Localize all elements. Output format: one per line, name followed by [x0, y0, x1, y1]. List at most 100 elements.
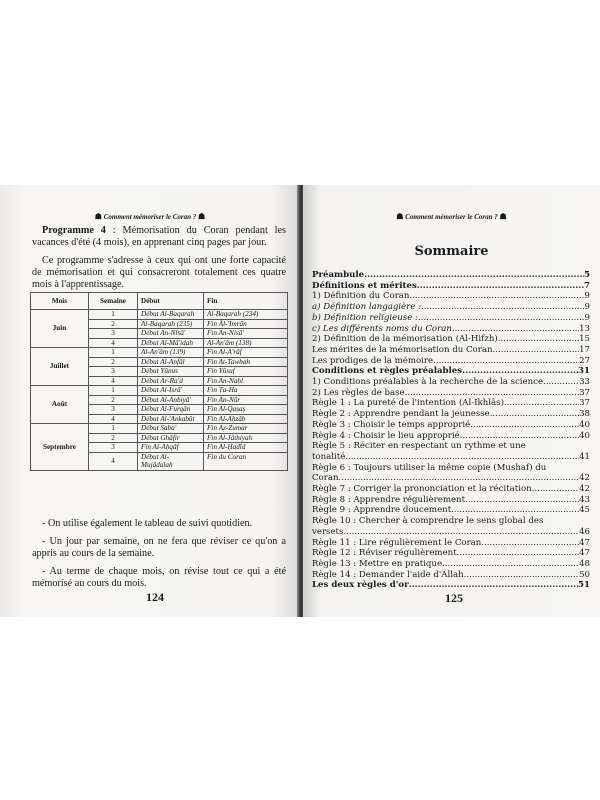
toc-page-number: 45 — [579, 505, 590, 516]
toc-entry[interactable]: Règle 8 : Apprendre régulièrement 43 — [312, 495, 590, 506]
start-cell: Début Al-Mâ'idah — [137, 337, 204, 348]
week-cell: 3 — [88, 328, 138, 339]
toc-entry[interactable]: Règle 10 : Chercher à comprendre le sens… — [312, 516, 590, 527]
week-cell: 1 — [88, 309, 138, 320]
running-header: ☗ Comment mémoriser le Coran ? ☗ — [303, 212, 600, 221]
dot-leader — [464, 570, 579, 581]
toc-entry[interactable]: Définitions et mérites 7 — [312, 281, 590, 292]
program-text: : Mémorisation du Coran pendant les vaca… — [32, 225, 287, 248]
toc-entry[interactable]: Règle 2 : Apprendre pendant la jeunesse … — [312, 409, 590, 420]
toc-entry[interactable]: Conditions et règles préalables 31 — [312, 366, 590, 377]
toc-entry[interactable]: a) Définition langagière : 9 — [312, 302, 590, 313]
toc-page-number: 51 — [578, 580, 590, 591]
toc-entry-title: Règle 12 : Réviser régulièrement — [312, 548, 457, 559]
ornament-icon: ☗ — [198, 212, 206, 221]
toc-entry-title: Règle 7 : Corriger la prononciation et l… — [312, 484, 532, 495]
end-cell: Fin Al-Qaṣaṣ — [203, 404, 288, 415]
toc-entry-title: Règle 8 : Apprendre régulièrement — [312, 494, 466, 505]
toc-page-number: 42 — [579, 473, 590, 484]
toc-page-number: 42 — [579, 484, 590, 495]
toc-page-number: 48 — [579, 558, 590, 569]
toc-entry-title: Règle 2 : Apprendre pendant la jeunesse — [312, 409, 490, 420]
week-cell: 3 — [88, 404, 138, 415]
book-spread: ☗ Comment mémoriser le Coran ? ☗ Program… — [0, 185, 600, 617]
dot-leader — [470, 420, 579, 431]
week-cell: 4 — [88, 451, 138, 471]
toc-entry-title: 2) Les règles de base — [312, 387, 405, 398]
toc-entry[interactable]: Les mérites de la mémorisation du Coran … — [312, 345, 590, 356]
start-cell: Début Al-Mujâdalah — [137, 451, 204, 471]
toc-entry[interactable]: Règle 1 : La pureté de l'intention (Al-I… — [312, 398, 590, 409]
start-cell: Début Al-Isrâ' — [137, 385, 204, 396]
start-cell: Début An-Nisâ' — [137, 328, 204, 339]
toc-entry[interactable]: Préambule 5 — [312, 270, 590, 281]
toc-entry[interactable]: Règle 14 : Demander l'aide d'Allah 50 — [312, 570, 590, 581]
toc-entry[interactable]: b) Définition religieuse : 9 — [312, 313, 590, 324]
toc-entry[interactable]: 1) Définition du Coran 9 — [312, 291, 590, 302]
table-of-contents: Préambule5Définitions et mérites71) Défi… — [312, 270, 590, 591]
dot-leader — [409, 291, 584, 302]
toc-entry[interactable]: Règle 3 : Choisir le temps approprié 40 — [312, 420, 590, 431]
toc-entry[interactable]: Coran 42 — [312, 473, 590, 484]
dot-leader — [345, 452, 579, 463]
toc-entry-title: 1) Définition du Coran — [312, 291, 410, 302]
week-cell: 4 — [88, 337, 138, 348]
toc-entry[interactable]: Règle 7 : Corriger la prononciation et l… — [312, 484, 590, 495]
toc-entry[interactable]: Règle 13 : Mettre en pratique 48 — [312, 559, 590, 570]
week-cell: 2 — [88, 356, 138, 367]
toc-entry-title: Préambule — [312, 270, 365, 280]
month-cell: Juin — [30, 309, 89, 348]
week-cell: 2 — [88, 394, 138, 405]
page-number: 124 — [146, 590, 164, 604]
start-cell: Début Ar-Ra'd — [137, 375, 204, 386]
start-cell: Al-Baqarah (235) — [137, 318, 204, 329]
toc-entry[interactable]: Règle 12 : Réviser régulièrement 47 — [312, 548, 590, 559]
toc-entry[interactable]: Les prodiges de la mémoire 27 — [312, 356, 590, 367]
toc-entry[interactable]: Règle 11 : Lire régulièrement le Coran 4… — [312, 538, 590, 549]
toc-entry-title: Règle 6 : Toujours utiliser la même copi… — [312, 462, 547, 473]
toc-page-number: 17 — [579, 344, 590, 355]
toc-entry[interactable]: Règle 9 : Apprendre doucement 45 — [312, 505, 590, 516]
dot-leader — [433, 356, 579, 367]
toc-entry[interactable]: versets 46 — [312, 527, 590, 538]
toc-page-number: 40 — [579, 430, 590, 441]
toc-entry-title: c) Les différents noms du Coran. — [312, 323, 455, 334]
toc-entry[interactable]: 1) Conditions préalables à la recherche … — [312, 377, 590, 388]
toc-page-number: 33 — [579, 377, 590, 388]
dot-leader — [455, 324, 579, 335]
toc-entry[interactable]: Règle 6 : Toujours utiliser la même copi… — [312, 463, 590, 474]
start-cell: Début Al-Baqarah — [137, 309, 204, 320]
toc-entry-title: Conditions et règles préalables — [312, 366, 463, 377]
end-cell: Fin At-Tawbah — [203, 356, 288, 367]
end-cell: Fin An-Naḥl — [203, 375, 288, 386]
dot-leader — [504, 398, 579, 409]
col-header: Semaine — [88, 292, 138, 310]
start-cell: Al-An'âm (139) — [137, 347, 204, 358]
end-cell: Fin Al-Aḥzâb — [203, 413, 288, 424]
toc-page-number: 37 — [579, 398, 590, 409]
dot-leader — [343, 527, 579, 538]
week-cell: 1 — [88, 423, 138, 434]
toc-entry-title: Règle 11 : Lire régulièrement le Coran — [312, 537, 482, 548]
toc-entry[interactable]: 2) Définition de la mémorisation (Al-Hif… — [312, 334, 590, 345]
toc-entry-title: Règle 5 : Réciter en respectant un rythm… — [312, 441, 526, 452]
end-cell: Fin Al-Ḥadîd — [203, 442, 288, 453]
week-cell: 1 — [88, 385, 138, 396]
program-label: Programme 4 — [42, 225, 106, 236]
toc-page-number: 9 — [584, 312, 590, 323]
toc-page-number: 7 — [584, 280, 590, 291]
toc-entry[interactable]: 2) Les règles de base 37 — [312, 388, 590, 399]
toc-entry[interactable]: Règle 4 : Choisir le lieu approprié 40 — [312, 431, 590, 442]
dot-leader — [339, 473, 580, 484]
toc-entry[interactable]: tonalité 41 — [312, 452, 590, 463]
toc-entry[interactable]: c) Les différents noms du Coran. 13 — [312, 324, 590, 335]
end-cell: Fin Az-Zumar — [203, 423, 288, 434]
dot-leader — [405, 388, 579, 399]
end-cell: Al-Baqarah (234) — [203, 309, 288, 320]
end-cell: Fin Yûsuf — [203, 366, 288, 377]
week-cell: 1 — [88, 347, 138, 358]
toc-page-number: 13 — [579, 323, 590, 334]
toc-entry[interactable]: Règle 5 : Réciter en respectant un rythm… — [312, 441, 590, 452]
toc-entry[interactable]: Les deux règles d'or 51 — [312, 580, 590, 591]
start-cell: Début Ghâfir — [137, 432, 204, 443]
